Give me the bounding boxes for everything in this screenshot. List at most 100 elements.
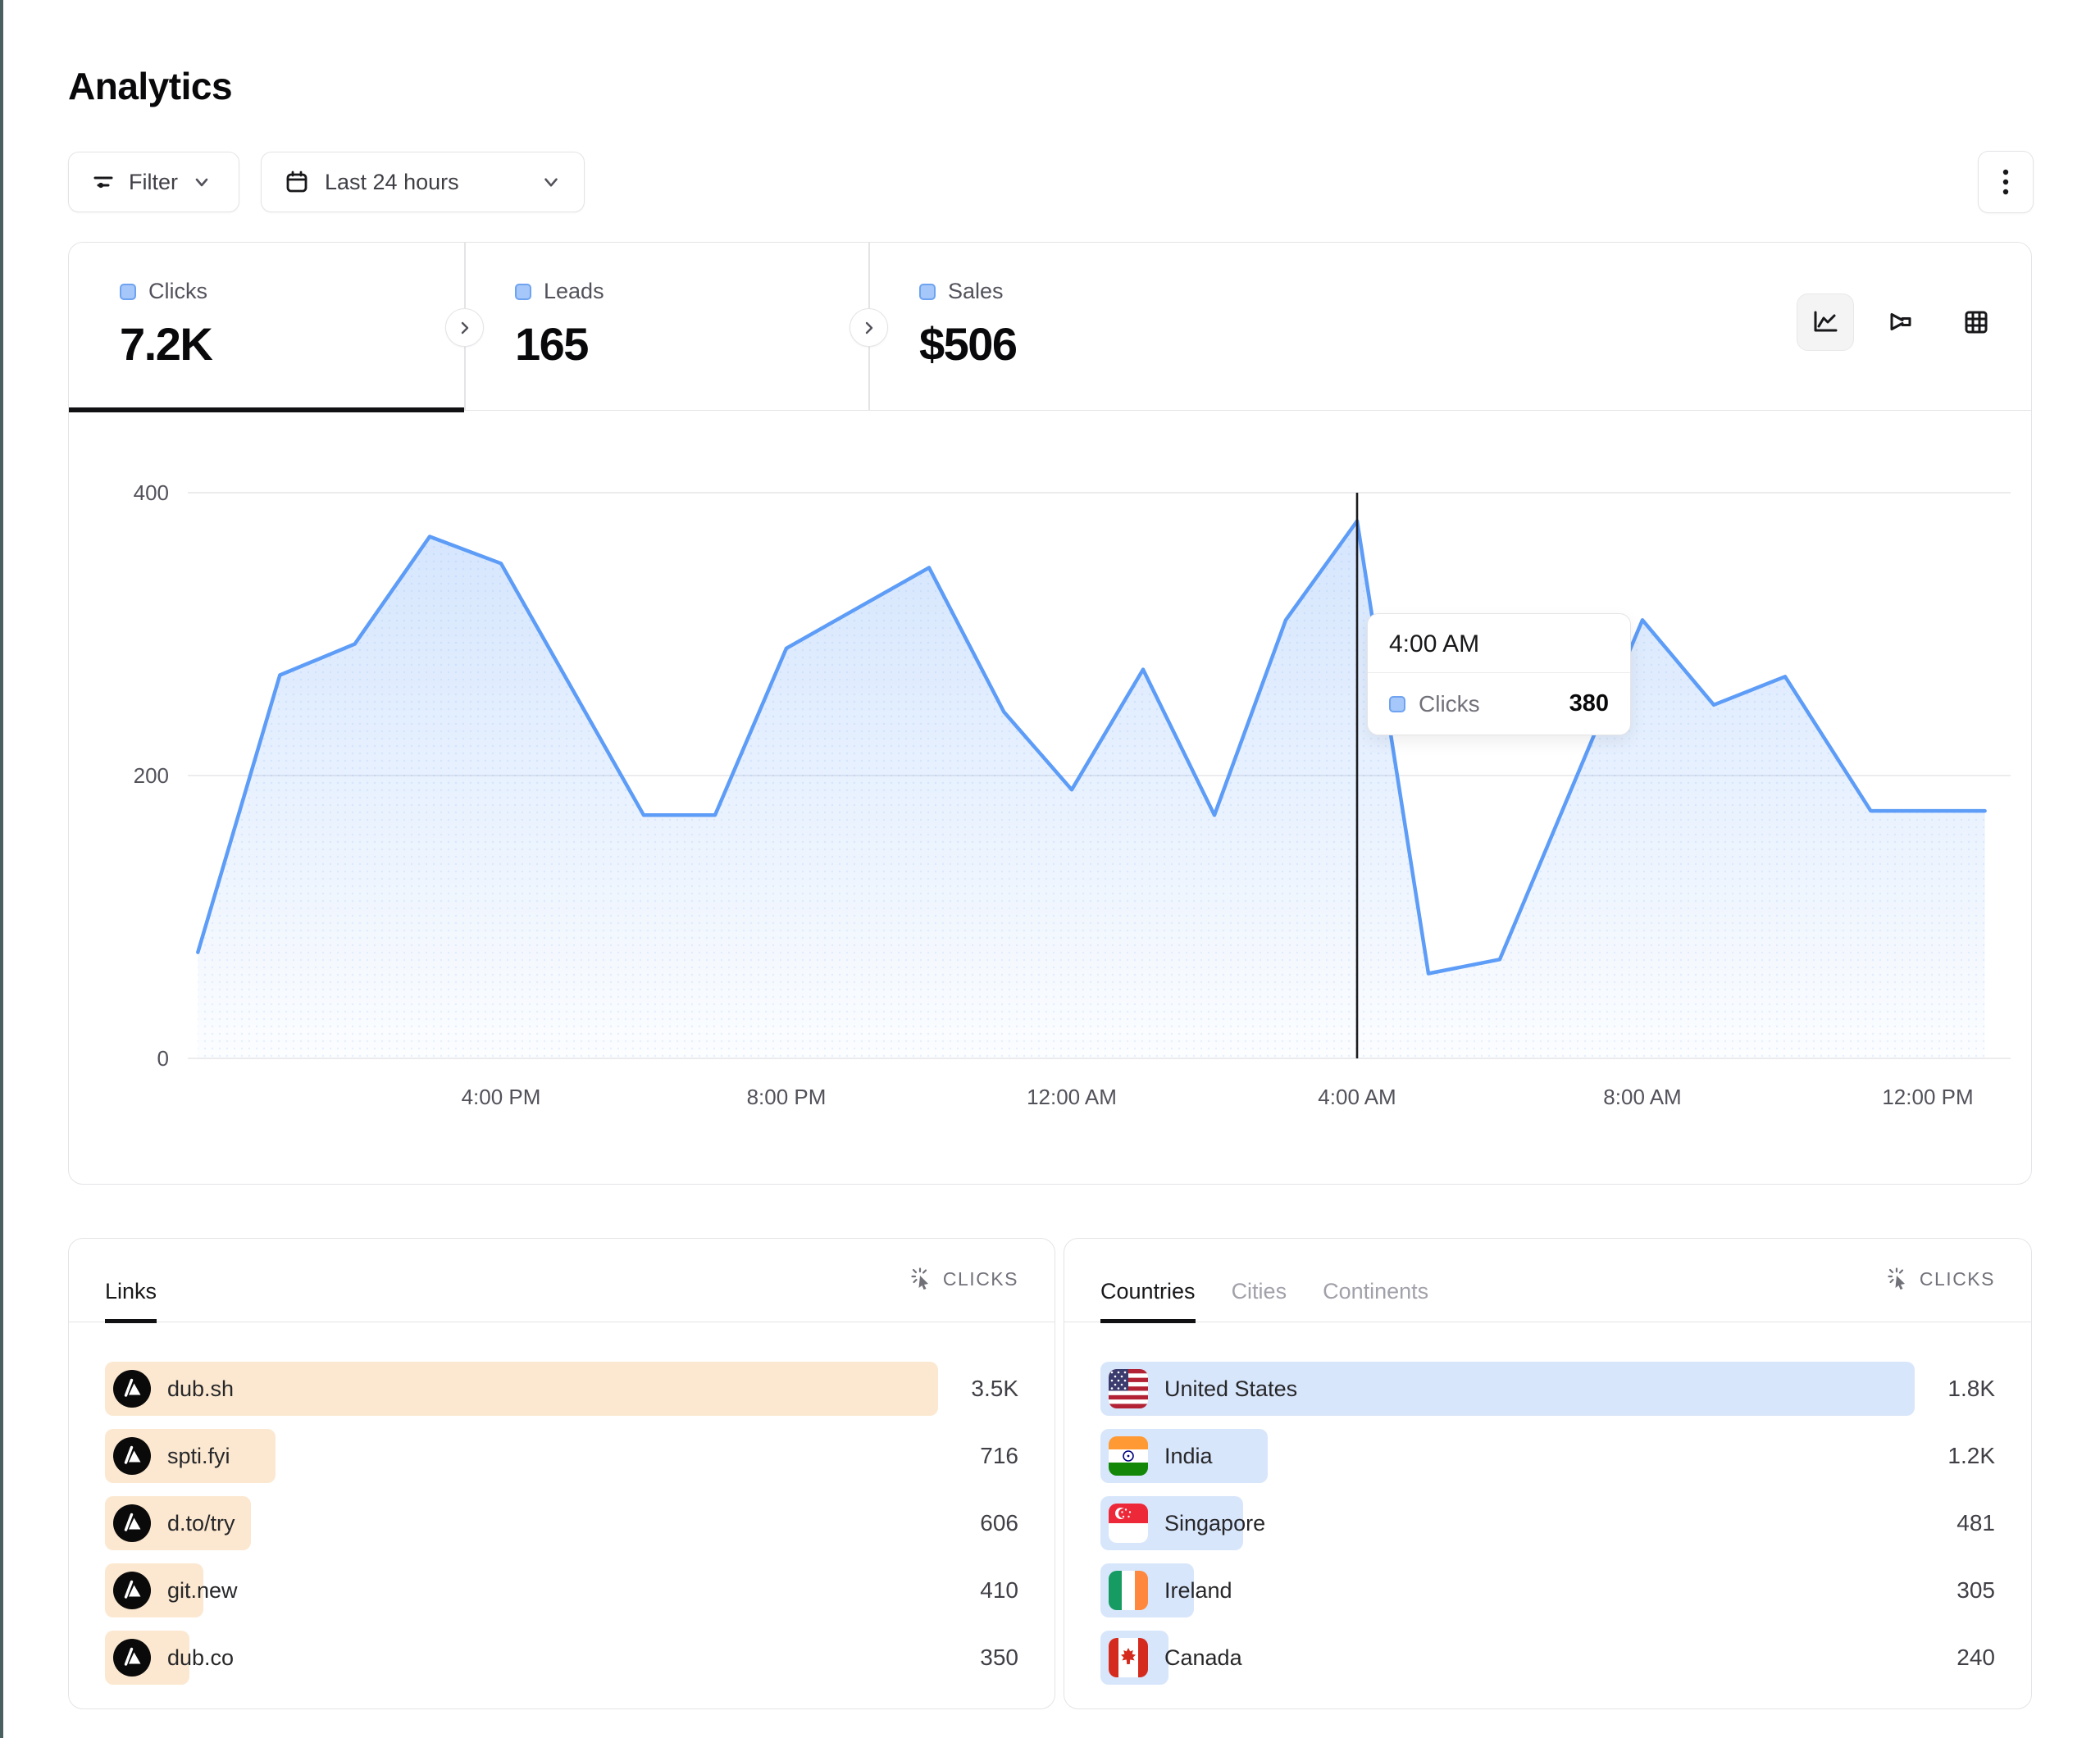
window-edge — [0, 0, 3, 1738]
y-axis-tick: 200 — [134, 763, 169, 788]
country-clicks-value: 1.2K — [1947, 1443, 1995, 1468]
funnel-view-button[interactable] — [1872, 293, 1929, 351]
clicks-tab-label: Clicks — [148, 279, 207, 303]
area-dot-texture — [198, 521, 1985, 1058]
country-row[interactable]: India 1.2K — [1100, 1429, 1995, 1483]
stats-tabs-row: Clicks 7.2K Leads 165 Sales $506 — [69, 243, 2031, 412]
link-clicks-value: 350 — [980, 1645, 1018, 1670]
country-clicks-value: 481 — [1957, 1510, 1995, 1536]
flag-icon-ie — [1109, 1571, 1148, 1610]
chevron-down-icon — [544, 178, 558, 187]
expand-clicks-button[interactable] — [445, 308, 484, 347]
sales-total-value: $506 — [919, 318, 1018, 370]
cursor-click-icon — [911, 1267, 928, 1290]
clicks-legend-swatch — [120, 283, 136, 300]
page-title: Analytics — [68, 65, 233, 107]
tab-leads[interactable]: Leads 165 — [464, 243, 868, 411]
link-name: dub.co — [167, 1645, 235, 1670]
tab-countries[interactable]: Countries — [1100, 1279, 1196, 1323]
countries-metric-header[interactable]: CLICKS — [1887, 1267, 1995, 1291]
link-name: d.to/try — [167, 1510, 235, 1536]
tab-continents[interactable]: Continents — [1323, 1278, 1429, 1304]
x-axis-tick: 12:00 PM — [1882, 1085, 1973, 1109]
leads-legend-swatch — [515, 283, 531, 300]
leads-tab-label: Leads — [544, 279, 604, 303]
table-grid-icon — [1965, 311, 1988, 334]
funnel-icon — [1890, 313, 1911, 330]
link-row[interactable]: git.new 410 — [105, 1563, 1018, 1617]
more-options-button[interactable] — [1978, 151, 2034, 213]
expand-leads-button[interactable] — [850, 308, 888, 347]
tooltip-legend-swatch — [1389, 695, 1405, 712]
link-avatar — [113, 1504, 151, 1542]
country-name: Singapore — [1164, 1510, 1266, 1536]
link-row[interactable]: spti.fyi 716 — [105, 1429, 1018, 1483]
tab-links[interactable]: Links — [105, 1279, 157, 1323]
links-panel: Links CLICKS dub.sh 3.5K spti.fyi 716 d.to… — [68, 1238, 1055, 1709]
chevron-right-icon — [461, 321, 468, 334]
country-clicks-value: 1.8K — [1947, 1376, 1995, 1401]
tab-clicks[interactable]: Clicks 7.2K — [69, 243, 464, 412]
country-clicks-value: 305 — [1957, 1577, 1995, 1603]
link-row[interactable]: dub.sh 3.5K — [105, 1362, 1018, 1416]
countries-metric-label: CLICKS — [1919, 1267, 1995, 1290]
clicks-time-series-chart[interactable]: 0 200 400 4:00 PM 8:00 PM 12:00 AM 4:00 AM 8:00… — [69, 411, 2033, 1132]
leads-total-value: 165 — [515, 318, 589, 370]
links-metric-label: CLICKS — [942, 1267, 1018, 1290]
link-row[interactable]: d.to/try 606 — [105, 1496, 1018, 1550]
filter-button[interactable]: Filter — [68, 152, 239, 212]
y-axis-tick: 0 — [157, 1046, 169, 1071]
tooltip-time: 4:00 AM — [1368, 614, 1630, 673]
link-avatar — [113, 1639, 151, 1677]
tab-cities[interactable]: Cities — [1231, 1278, 1287, 1304]
sales-legend-swatch — [919, 283, 936, 300]
active-tab-underline — [69, 407, 464, 412]
chart-tooltip: 4:00 AM Clicks 380 — [1367, 613, 1631, 735]
link-clicks-value: 716 — [980, 1443, 1018, 1468]
link-avatar — [113, 1437, 151, 1475]
link-row[interactable]: dub.co 350 — [105, 1631, 1018, 1685]
countries-list: United States 1.8K India 1.2K Singapore 481… — [1100, 1362, 1995, 1698]
filter-button-label: Filter — [129, 169, 178, 194]
link-clicks-value: 410 — [980, 1577, 1018, 1603]
table-view-button[interactable] — [1947, 293, 2005, 351]
chart-type-switcher — [1797, 293, 2005, 351]
x-axis-tick: 4:00 AM — [1318, 1085, 1396, 1109]
countries-panel: Countries Cities Continents CLICKS Unite… — [1064, 1238, 2032, 1709]
clicks-total-value: 7.2K — [120, 318, 213, 370]
flag-icon-us — [1109, 1369, 1148, 1408]
date-range-label: Last 24 hours — [325, 169, 459, 194]
tooltip-series-label: Clicks — [1419, 690, 1480, 717]
country-bar — [1100, 1362, 1915, 1416]
line-chart-icon — [1814, 311, 1838, 332]
country-row[interactable]: Canada 240 — [1100, 1631, 1995, 1685]
tooltip-series-value: 380 — [1569, 690, 1609, 717]
country-name: India — [1164, 1443, 1213, 1468]
country-row[interactable]: Ireland 305 — [1100, 1563, 1995, 1617]
date-range-button[interactable]: Last 24 hours — [261, 152, 585, 212]
links-panel-header: Links CLICKS — [69, 1239, 1055, 1323]
chevron-down-icon — [195, 178, 208, 187]
link-bar — [105, 1362, 938, 1416]
countries-panel-header: Countries Cities Continents CLICKS — [1064, 1239, 2031, 1323]
chevron-right-icon — [865, 321, 872, 334]
country-clicks-value: 240 — [1957, 1645, 1995, 1670]
x-axis-tick: 8:00 AM — [1603, 1085, 1681, 1109]
link-avatar — [113, 1572, 151, 1609]
line-chart-view-button[interactable] — [1797, 293, 1854, 351]
link-clicks-value: 3.5K — [971, 1376, 1018, 1401]
link-avatar — [113, 1370, 151, 1408]
country-name: Canada — [1164, 1645, 1242, 1670]
link-name: dub.sh — [167, 1376, 235, 1401]
filter-icon — [93, 176, 113, 189]
sales-tab-label: Sales — [948, 279, 1004, 303]
link-name: spti.fyi — [167, 1443, 230, 1468]
country-row[interactable]: United States 1.8K — [1100, 1362, 1995, 1416]
flag-icon-ca — [1109, 1638, 1148, 1677]
links-metric-header[interactable]: CLICKS — [910, 1267, 1018, 1291]
x-axis-tick: 8:00 PM — [747, 1085, 827, 1109]
country-row[interactable]: Singapore 481 — [1100, 1496, 1995, 1550]
tab-sales[interactable]: Sales $506 — [868, 243, 1262, 411]
link-clicks-value: 606 — [980, 1510, 1018, 1536]
